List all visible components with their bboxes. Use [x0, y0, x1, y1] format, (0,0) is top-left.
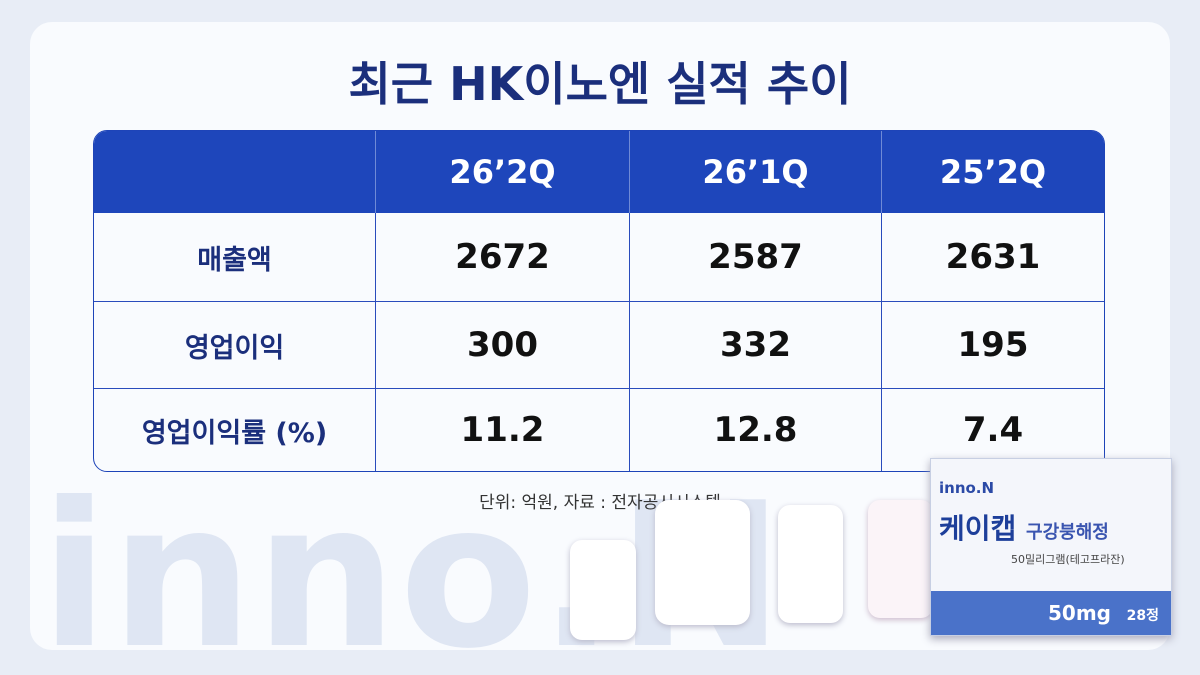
title: 최근 HK이노엔 실적 추이 — [348, 57, 852, 111]
value-cell: 195 — [881, 301, 1104, 388]
bottle — [655, 500, 750, 625]
box-name: 케이캡 구강붕해정 — [939, 507, 1109, 547]
table: 26’2Q 26’1Q 25’2Q 매출액 2672 2587 2631 영업이익 300 332… — [93, 130, 1105, 472]
value-cell: 11.2 — [375, 388, 629, 471]
value-cell: 2587 — [629, 213, 881, 301]
row-label: 영업이익률 (%) — [94, 388, 375, 471]
column-header: 26’2Q — [375, 131, 629, 213]
value-cell: 2672 — [375, 213, 629, 301]
value-cell: 300 — [375, 301, 629, 388]
value-cell: 2631 — [881, 213, 1104, 301]
row-label: 매출액 — [197, 244, 272, 276]
box-dose: 50mg — [1048, 601, 1111, 625]
column-header: 25’2Q — [881, 131, 1104, 213]
value-cell: 7.4 — [881, 388, 1104, 471]
box-count: 28정 — [1126, 608, 1159, 624]
box-form: 구강붕해정 — [1026, 522, 1109, 543]
box-dose-band: 50mg 28정 — [931, 591, 1171, 635]
row-label: 영업이익 — [94, 301, 375, 388]
box-product-name: 케이캡 — [939, 512, 1017, 545]
column-header: 26’1Q — [629, 131, 881, 213]
product-box: inno.N 케이캡 구강붕해정 50밀리그램(테고프라잔) 50mg 28정 — [930, 458, 1172, 636]
value-cell: 12.8 — [629, 388, 881, 471]
box-brand: inno.N — [939, 479, 995, 497]
bottle — [868, 500, 933, 618]
box-sub: 50밀리그램(테고프라잔) — [1011, 553, 1125, 566]
bottle — [570, 540, 636, 640]
value-cell: 332 — [629, 301, 881, 388]
bottle — [778, 505, 843, 623]
